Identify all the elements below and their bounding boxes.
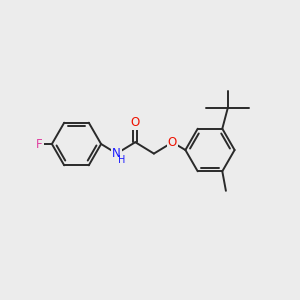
- Text: H: H: [118, 155, 126, 165]
- Text: O: O: [131, 116, 140, 129]
- Text: F: F: [36, 137, 43, 151]
- Text: O: O: [168, 136, 177, 149]
- Text: N: N: [112, 147, 121, 160]
